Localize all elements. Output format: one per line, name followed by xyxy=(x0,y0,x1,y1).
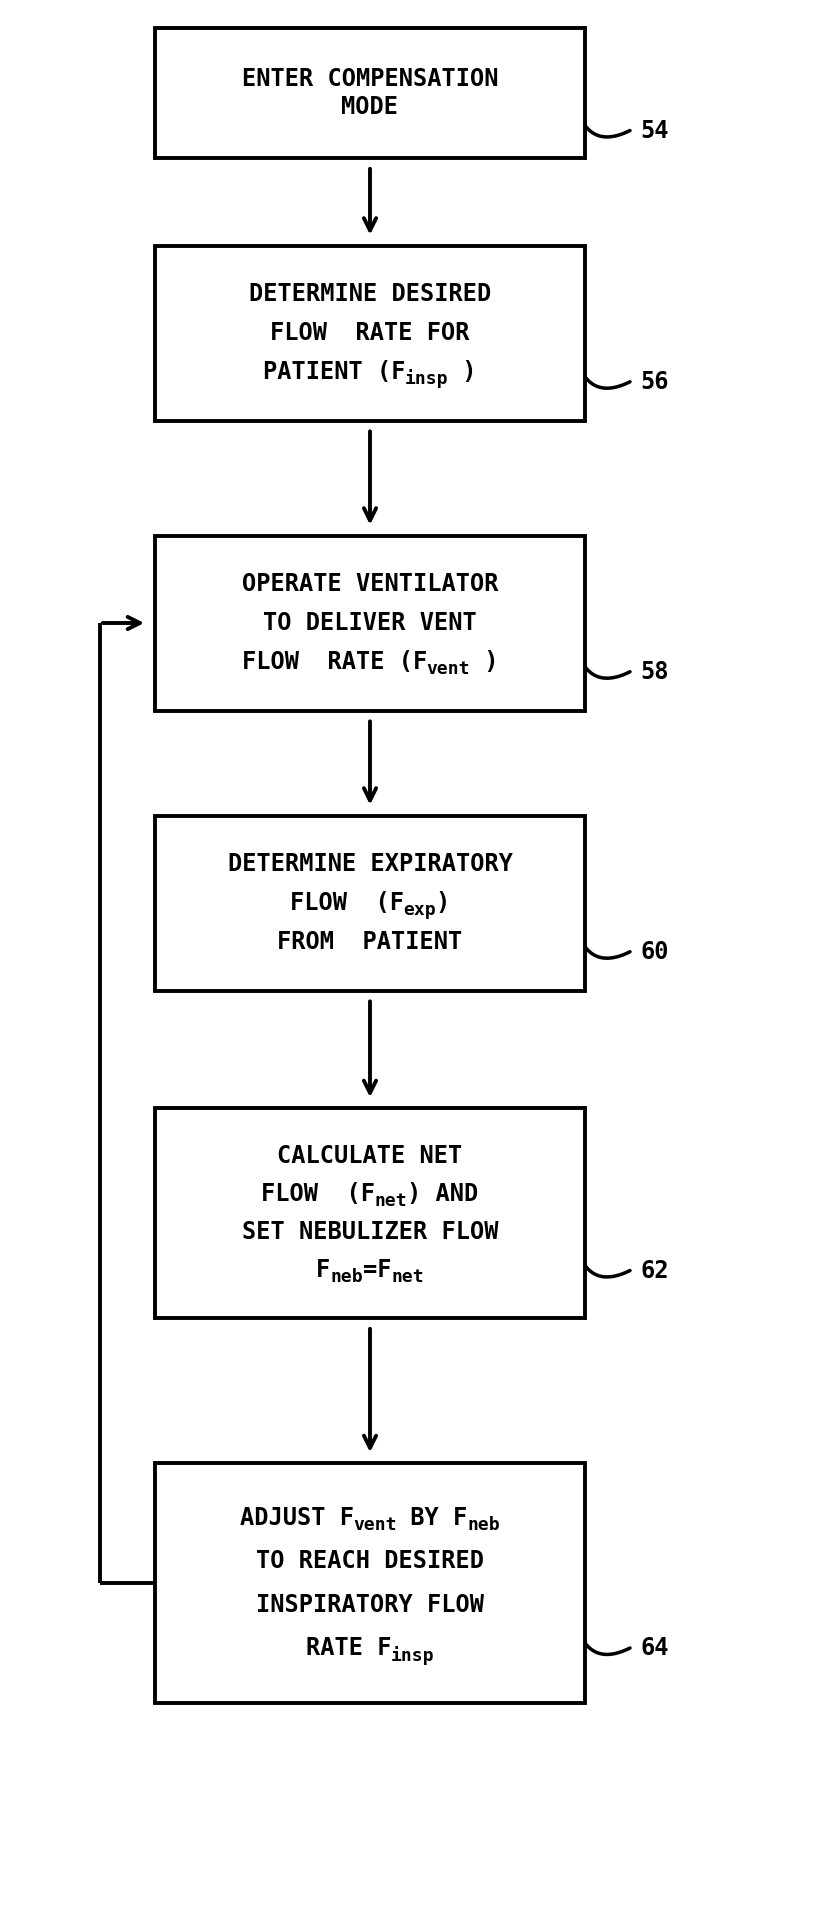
Text: FLOW  (F: FLOW (F xyxy=(261,1182,375,1205)
Text: F: F xyxy=(316,1259,330,1282)
Text: neb: neb xyxy=(330,1268,363,1286)
Text: CALCULATE NET: CALCULATE NET xyxy=(278,1144,463,1167)
Text: MODE: MODE xyxy=(342,96,399,119)
Text: ): ) xyxy=(448,360,477,385)
Text: DETERMINE EXPIRATORY: DETERMINE EXPIRATORY xyxy=(228,851,513,876)
Bar xyxy=(155,1108,585,1318)
Text: 64: 64 xyxy=(640,1636,668,1660)
Text: ADJUST F: ADJUST F xyxy=(240,1506,354,1530)
Text: 54: 54 xyxy=(640,119,668,142)
Bar xyxy=(155,815,585,991)
Text: 62: 62 xyxy=(640,1259,668,1282)
Text: net: net xyxy=(391,1268,423,1286)
Text: ENTER COMPENSATION: ENTER COMPENSATION xyxy=(242,67,498,90)
Text: TO DELIVER VENT: TO DELIVER VENT xyxy=(263,610,477,635)
Text: FROM  PATIENT: FROM PATIENT xyxy=(278,930,463,955)
Bar xyxy=(155,29,585,159)
Text: vent: vent xyxy=(426,660,469,677)
Text: RATE F: RATE F xyxy=(305,1636,391,1660)
Text: vent: vent xyxy=(353,1515,396,1534)
Text: exp: exp xyxy=(403,901,436,918)
Text: net: net xyxy=(375,1192,408,1211)
Text: 58: 58 xyxy=(640,660,668,683)
Text: 56: 56 xyxy=(640,369,668,394)
Bar xyxy=(155,245,585,421)
Text: OPERATE VENTILATOR: OPERATE VENTILATOR xyxy=(242,572,498,597)
Text: ) AND: ) AND xyxy=(407,1182,478,1205)
Text: FLOW  RATE FOR: FLOW RATE FOR xyxy=(270,321,470,344)
Text: insp: insp xyxy=(391,1645,434,1664)
Text: TO REACH DESIRED: TO REACH DESIRED xyxy=(256,1550,484,1572)
Text: ): ) xyxy=(436,891,450,914)
Text: SET NEBULIZER FLOW: SET NEBULIZER FLOW xyxy=(242,1220,498,1243)
Text: INSPIRATORY FLOW: INSPIRATORY FLOW xyxy=(256,1594,484,1616)
Text: BY F: BY F xyxy=(396,1506,468,1530)
Text: DETERMINE DESIRED: DETERMINE DESIRED xyxy=(249,281,491,306)
Text: FLOW  (F: FLOW (F xyxy=(290,891,404,914)
Bar xyxy=(155,536,585,710)
Text: PATIENT (F: PATIENT (F xyxy=(263,360,405,385)
Text: neb: neb xyxy=(468,1515,500,1534)
Text: ): ) xyxy=(469,650,498,673)
Text: insp: insp xyxy=(405,369,449,388)
Bar xyxy=(155,1463,585,1703)
Text: =F: =F xyxy=(363,1259,391,1282)
Text: 60: 60 xyxy=(640,939,668,964)
Text: FLOW  RATE (F: FLOW RATE (F xyxy=(242,650,427,673)
